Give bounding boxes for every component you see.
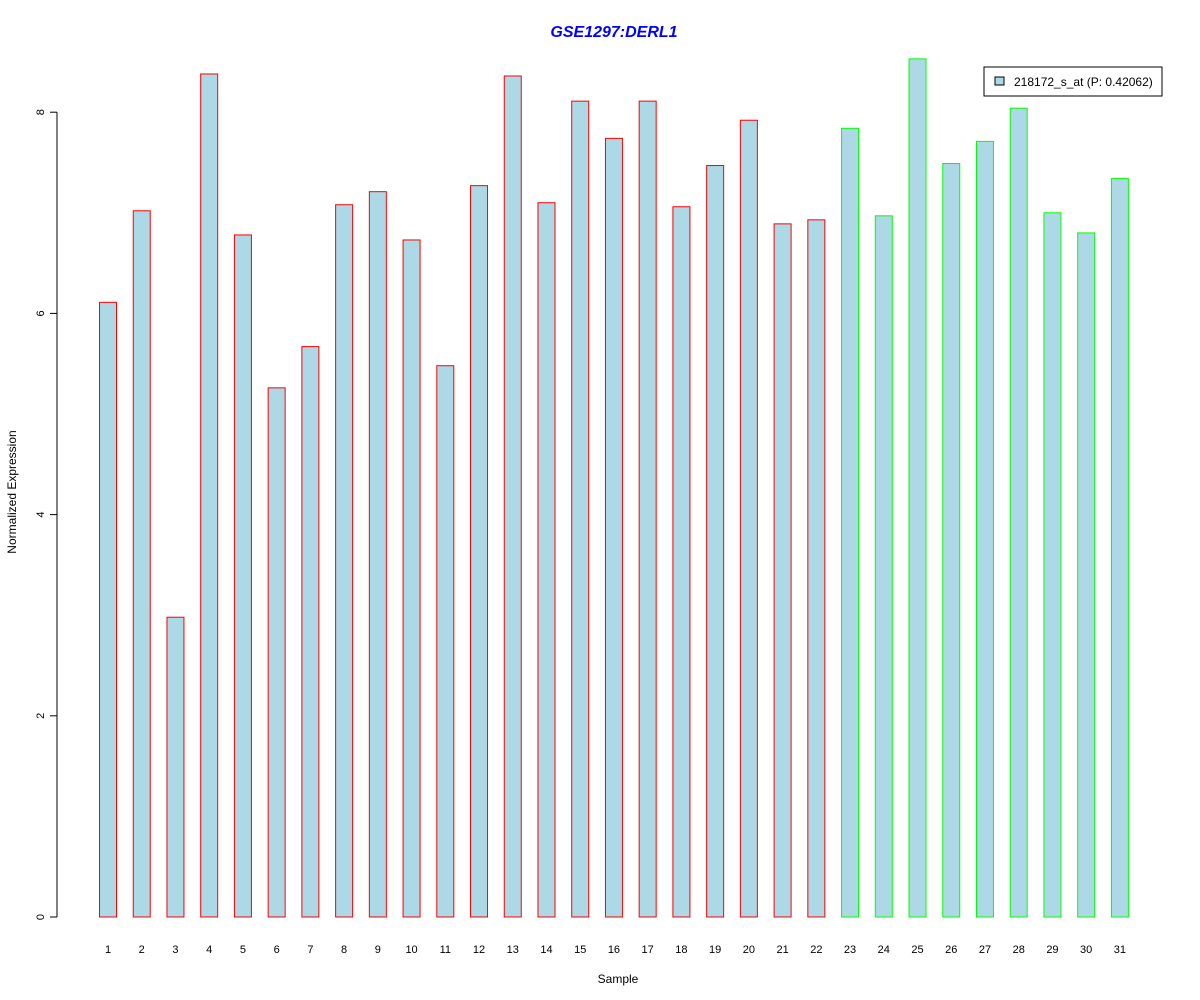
x-tick-label: 20 [743, 944, 755, 956]
bar-sample-14 [537, 202, 556, 918]
bar-sample-10 [402, 239, 421, 918]
x-tick-label: 24 [878, 944, 890, 956]
bar-sample-15 [571, 100, 590, 918]
y-tick-label: 6 [35, 310, 47, 316]
bar-sample-7 [301, 346, 320, 918]
bar-sample-1 [99, 301, 117, 918]
bar-sample-21 [773, 223, 792, 918]
legend-box [983, 66, 1163, 97]
bar-sample-24 [874, 215, 893, 918]
bar-sample-17 [638, 100, 657, 918]
bar-sample-26 [942, 163, 961, 918]
bar-sample-12 [470, 185, 489, 918]
x-tick-label: 23 [844, 944, 856, 956]
legend-swatch [994, 76, 1005, 86]
x-axis-label: Sample [598, 972, 639, 986]
bar-sample-31 [1110, 178, 1129, 918]
y-axis: 0 2 4 6 8 [35, 109, 58, 920]
x-tick-label: 31 [1114, 944, 1126, 956]
bar-sample-22 [807, 219, 826, 918]
x-tick-label: 9 [375, 944, 381, 956]
y-axis-label: Normalized Expression [5, 430, 19, 553]
x-tick-label: 4 [206, 944, 212, 956]
bar-sample-6 [267, 387, 286, 918]
bar-sample-23 [841, 127, 860, 918]
bar-sample-11 [436, 365, 455, 918]
x-tick-label: 15 [574, 944, 586, 956]
y-tick-label: 0 [35, 914, 47, 920]
bar-sample-5 [233, 234, 252, 918]
bar-sample-29 [1043, 212, 1062, 918]
x-tick-label: 13 [507, 944, 519, 956]
x-tick-label: 22 [810, 944, 822, 956]
legend-label: 218172_s_at (P: 0.42062) [1014, 75, 1153, 89]
y-tick-label: 2 [35, 713, 47, 719]
bars [99, 58, 1129, 918]
x-tick-label: 27 [979, 944, 991, 956]
legend: 218172_s_at (P: 0.42062) [983, 66, 1163, 97]
x-tick-label: 2 [139, 944, 145, 956]
bar-sample-28 [1009, 107, 1028, 918]
x-tick-label: 30 [1080, 944, 1092, 956]
chart-title: GSE1297:DERL1 [550, 24, 677, 41]
x-tick-label: 26 [945, 944, 957, 956]
x-tick-label: 16 [608, 944, 620, 956]
x-tick-label: 5 [240, 944, 246, 956]
bar-sample-3 [166, 616, 185, 918]
x-tick-labels: 1 2 3 4 5 6 7 8 9 10 11 12 13 14 15 16 17 18 19 20 21 22 23 24 2… [105, 944, 1126, 956]
x-tick-label: 19 [709, 944, 721, 956]
x-tick-label: 7 [307, 944, 313, 956]
bar-sample-25 [908, 58, 927, 918]
bar-sample-4 [200, 73, 219, 918]
x-tick-label: 17 [642, 944, 654, 956]
x-tick-label: 25 [911, 944, 923, 956]
y-tick-label: 8 [35, 109, 47, 115]
x-tick-label: 28 [1013, 944, 1025, 956]
x-tick-label: 12 [473, 944, 485, 956]
bar-sample-30 [1077, 232, 1096, 918]
x-tick-label: 21 [776, 944, 788, 956]
bar-sample-2 [132, 210, 151, 918]
bar-sample-20 [739, 119, 758, 918]
bar-sample-19 [706, 165, 725, 918]
x-tick-label: 29 [1046, 944, 1058, 956]
x-tick-label: 14 [540, 944, 552, 956]
bar-sample-9 [368, 191, 387, 918]
x-tick-label: 8 [341, 944, 347, 956]
bar-sample-8 [335, 204, 354, 918]
x-tick-label: 10 [405, 944, 417, 956]
x-tick-label: 3 [172, 944, 178, 956]
bar-sample-27 [975, 140, 994, 918]
bar-sample-18 [672, 206, 691, 918]
bar-sample-16 [604, 137, 623, 918]
x-tick-label: 11 [440, 944, 451, 956]
x-tick-label: 6 [274, 944, 280, 956]
bar-sample-13 [503, 75, 522, 918]
x-tick-label: 18 [675, 944, 687, 956]
x-tick-label: 1 [105, 944, 111, 956]
y-tick-label: 4 [35, 512, 47, 518]
